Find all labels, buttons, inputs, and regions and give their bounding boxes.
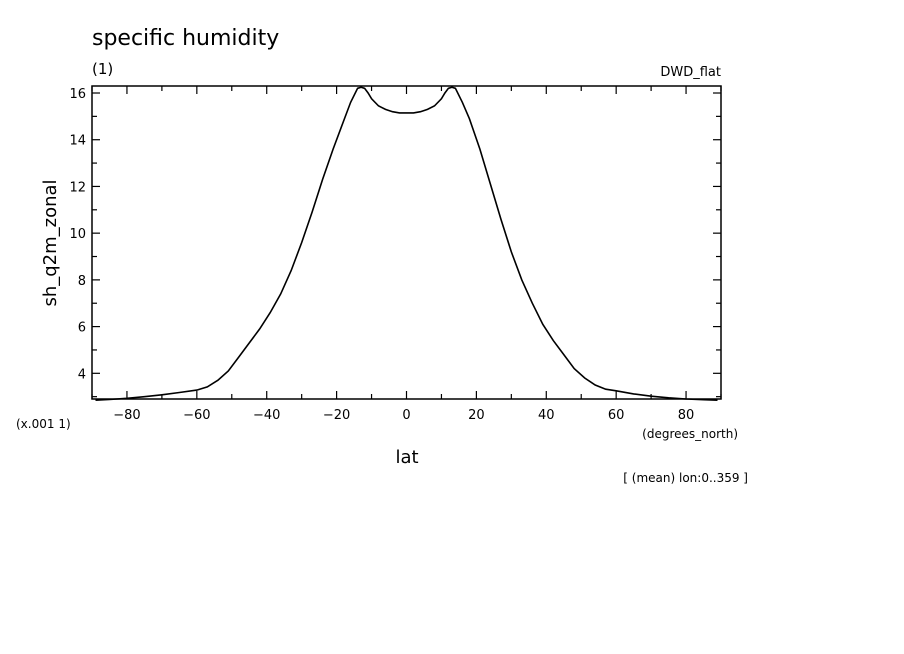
x-axis: −80 −60 −40 −20 0 20 40 60 80 [91, 86, 722, 423]
y-axis-label: sh_q2m_zonal [40, 179, 61, 306]
x-units: (degrees_north) [642, 427, 738, 441]
x-axis-label: lat [395, 447, 418, 468]
y-tick-label: 16 [69, 87, 86, 102]
y-axis: 4 6 8 10 12 14 16 [69, 87, 721, 398]
y-tick-label: 14 [69, 134, 86, 149]
series-line [95, 86, 718, 401]
y-tick-label: 10 [69, 227, 86, 242]
chart-title: specific humidity [92, 26, 279, 51]
units-label: (1) [92, 60, 113, 78]
x-tick-label: 40 [538, 408, 555, 423]
x-tick-label: −60 [183, 408, 210, 423]
x-tick-label: 20 [468, 408, 485, 423]
y-tick-label: 8 [78, 274, 86, 289]
y-tick-label: 12 [69, 180, 86, 195]
y-tick-label: 6 [78, 321, 86, 336]
x-tick-label: 80 [678, 408, 695, 423]
plot-frame [91, 85, 722, 400]
y-tick-label: 4 [78, 367, 86, 382]
x-tick-label: 0 [402, 408, 410, 423]
y-scale-note: (x.001 1) [16, 417, 71, 431]
x-tick-label: −20 [323, 408, 350, 423]
dataset-label: DWD_flat [660, 65, 721, 80]
x-tick-label: −40 [253, 408, 280, 423]
x-tick-label: 60 [608, 408, 625, 423]
annotation: [ (mean) lon:0..359 ] [623, 471, 748, 485]
x-tick-label: −80 [113, 408, 140, 423]
